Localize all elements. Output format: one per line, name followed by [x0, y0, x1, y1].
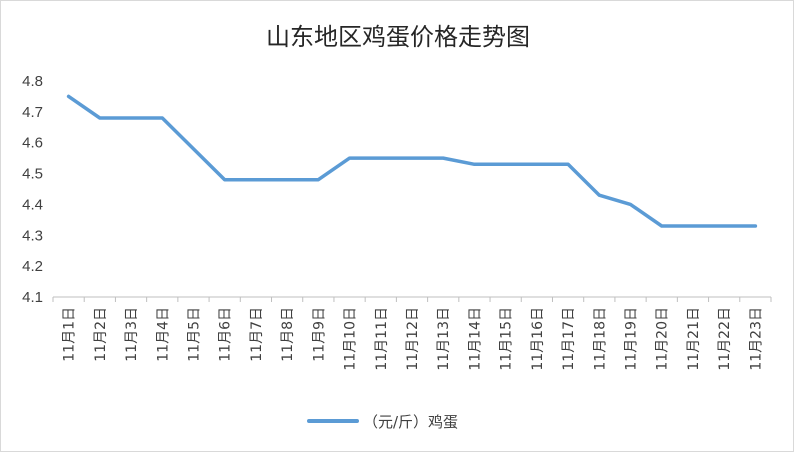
- x-tick-label: 11月13日: [436, 307, 452, 371]
- x-tick-label: 11月6日: [218, 307, 234, 362]
- x-tick-label: 11月7日: [249, 307, 265, 362]
- y-tick-label: 4.8: [22, 73, 43, 90]
- legend: （元/斤）鸡蛋: [309, 413, 458, 431]
- series-line-egg: [69, 96, 756, 226]
- y-tick-label: 4.4: [22, 196, 43, 213]
- y-tick-label: 4.3: [22, 227, 43, 244]
- series-layer: [69, 96, 756, 226]
- chart-title: 山东地区鸡蛋价格走势图: [266, 23, 530, 51]
- x-tick-label: 11月22日: [717, 307, 733, 371]
- x-tick-label: 11月8日: [280, 307, 296, 362]
- y-tick-label: 4.1: [22, 289, 43, 306]
- y-tick-label: 4.6: [22, 135, 43, 152]
- x-tick-label: 11月4日: [155, 307, 171, 362]
- x-tick-label: 11月19日: [624, 307, 640, 371]
- x-tick-label: 11月11日: [374, 307, 390, 371]
- y-tick-label: 4.5: [22, 166, 43, 183]
- y-axis-ticks: 4.1 4.2 4.3 4.4 4.5 4.6 4.7 4.8: [22, 73, 43, 306]
- x-axis: [53, 297, 771, 302]
- x-tick-label: 11月12日: [405, 307, 421, 371]
- x-tick-label: 11月5日: [186, 307, 202, 362]
- x-tick-label: 11月18日: [592, 307, 608, 371]
- x-axis-ticks: 11月1日 11月2日 11月3日 11月4日 11月5日 11月6日 11月7日 11月8日…: [62, 307, 765, 371]
- legend-label-egg: （元/斤）鸡蛋: [363, 413, 458, 431]
- x-tick-label: 11月17日: [561, 307, 577, 371]
- x-tick-label: 11月2日: [93, 307, 109, 362]
- y-tick-label: 4.7: [22, 104, 43, 121]
- x-tick-label: 11月10日: [343, 307, 359, 371]
- x-tick-label: 11月21日: [686, 307, 702, 371]
- x-tick-label: 11月16日: [530, 307, 546, 371]
- x-tick-label: 11月23日: [748, 307, 764, 371]
- x-tick-label: 11月14日: [467, 307, 483, 371]
- x-tick-label: 11月3日: [124, 307, 140, 362]
- x-tick-label: 11月1日: [62, 307, 78, 362]
- y-tick-label: 4.2: [22, 258, 43, 275]
- x-tick-label: 11月9日: [311, 307, 327, 362]
- x-tick-label: 11月20日: [655, 307, 671, 371]
- x-tick-label: 11月15日: [499, 307, 515, 371]
